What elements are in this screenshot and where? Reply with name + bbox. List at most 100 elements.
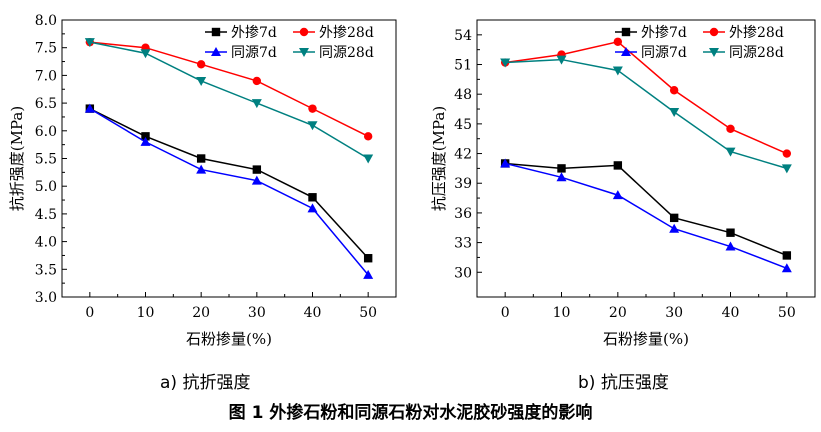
data-point (500, 158, 511, 168)
x-tick-label: 30 (665, 305, 683, 321)
x-axis-title: 石粉掺量(%) (186, 330, 272, 348)
data-point (84, 103, 95, 113)
data-point (613, 37, 623, 46)
data-point (307, 121, 318, 131)
series-line (504, 162, 788, 270)
legend-label: 外掺7d (641, 24, 687, 41)
x-tick-label: 20 (192, 305, 210, 321)
data-point (363, 269, 374, 279)
y-axis-title: 抗压强度(MPa) (430, 106, 448, 211)
series-line (505, 40, 788, 155)
y-tick-label: 36 (454, 206, 472, 222)
data-point (140, 49, 151, 59)
y-tick-label: 42 (454, 147, 472, 163)
series-line (89, 107, 369, 259)
y-tick-label: 7.5 (35, 41, 57, 57)
x-tick-label: 50 (778, 305, 796, 321)
data-point (612, 190, 623, 200)
y-tick-label: 39 (454, 176, 472, 192)
legend-marker (621, 47, 631, 56)
y-tick-label: 30 (454, 265, 472, 281)
data-point (363, 132, 373, 141)
data-point (669, 108, 680, 118)
y-tick-label: 5.5 (35, 152, 57, 168)
y-tick-label: 6.0 (35, 124, 57, 140)
y-tick-label: 54 (454, 28, 472, 44)
data-point (251, 175, 262, 185)
data-point (556, 172, 567, 182)
data-point (196, 60, 206, 69)
data-point (726, 124, 735, 134)
data-point (781, 164, 792, 174)
y-tick-label: 51 (454, 58, 472, 74)
y-tick-label: 33 (454, 236, 472, 252)
series-line (89, 41, 369, 138)
legend-label: 外掺28d (729, 24, 784, 41)
data-point (669, 86, 679, 95)
x-tick-label: 50 (359, 305, 377, 321)
legend-marker (299, 27, 309, 37)
chart-compressive-strength: 30 33 36 39 42 45 48 51 54 0 10 20 30 40 50 石粉掺量(%) 抗压强度… (430, 19, 816, 348)
y-tick-label: 3.5 (35, 262, 57, 278)
data-point (363, 154, 374, 164)
legend-label: 外掺7d (231, 24, 277, 41)
data-point (196, 76, 207, 86)
data-point (252, 76, 262, 86)
y-tick-label: 4.0 (35, 235, 57, 251)
y-tick-label: 4.5 (35, 207, 57, 223)
legend-label: 同源7d (231, 45, 277, 61)
y-tick-label: 6.5 (35, 96, 57, 112)
data-point (500, 58, 511, 68)
x-tick-label: 30 (248, 305, 266, 321)
legend-marker (621, 27, 631, 37)
x-tick-label: 20 (609, 305, 627, 321)
data-point (308, 193, 317, 202)
legend-label: 同源28d (729, 45, 784, 61)
data-point (782, 251, 792, 260)
data-point (308, 104, 317, 113)
y-tick-label: 45 (454, 117, 472, 133)
y-tick-label: 48 (454, 87, 472, 103)
y-tick-label: 5.0 (35, 179, 57, 195)
y-tick-label: 3.0 (35, 290, 57, 306)
data-point (307, 203, 318, 213)
legend-marker (709, 48, 719, 57)
data-point (725, 241, 736, 251)
data-point (726, 228, 735, 237)
x-tick-label: 10 (137, 305, 155, 321)
data-point (252, 165, 262, 174)
legend-marker (709, 27, 719, 37)
legend-marker (299, 48, 309, 57)
y-tick-label: 7.0 (35, 68, 57, 84)
data-point (363, 254, 373, 263)
x-tick-label: 0 (85, 305, 94, 321)
x-tick-label: 0 (501, 305, 510, 321)
data-point (140, 136, 151, 146)
data-point (196, 154, 206, 163)
data-point (196, 164, 207, 174)
data-point (725, 147, 736, 157)
x-tick-label: 10 (553, 305, 571, 321)
chart-flexural-strength: 3.0 3.5 4.0 4.5 5.0 5.5 6.0 6.5 7.0 7.5 8.0 0 10 20 30… (8, 13, 397, 348)
data-point (669, 223, 680, 233)
data-point (141, 132, 150, 141)
caption-compressive: b) 抗压强度 (578, 373, 669, 393)
x-tick-label: 40 (722, 305, 740, 321)
data-point (251, 99, 262, 109)
series-line (89, 41, 369, 160)
caption-flexural: a) 抗折强度 (160, 373, 251, 393)
plot-frame (61, 19, 397, 298)
legend-label: 外掺28d (319, 24, 374, 41)
data-point (84, 38, 95, 48)
y-tick-label: 8.0 (35, 13, 57, 29)
y-axis-title: 抗折强度(MPa) (8, 106, 26, 211)
data-point (782, 149, 792, 158)
x-axis-title: 石粉掺量(%) (603, 330, 689, 348)
legend-marker (211, 27, 221, 37)
series-line (89, 107, 369, 276)
x-tick-label: 40 (304, 305, 322, 321)
data-point (556, 55, 567, 65)
data-point (613, 161, 623, 170)
data-point (557, 164, 566, 173)
